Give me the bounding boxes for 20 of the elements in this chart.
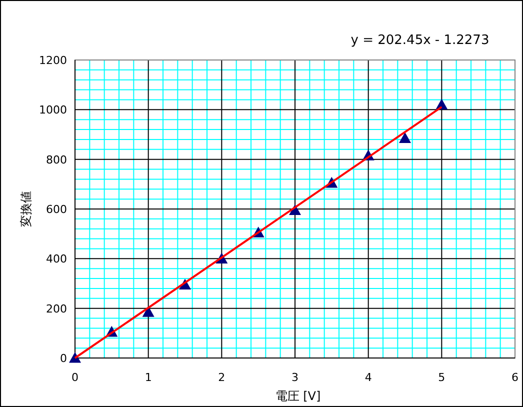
y-tick-label: 600 xyxy=(46,203,67,216)
x-tick-label: 3 xyxy=(292,371,298,384)
point xyxy=(142,306,154,317)
x-tick-label: 0 xyxy=(72,371,78,384)
y-tick-label: 200 xyxy=(46,302,67,316)
x-tick-label: 1 xyxy=(144,371,152,384)
y-tick-label: 800 xyxy=(46,153,67,166)
point xyxy=(69,352,81,363)
y-tick-label: 0 xyxy=(60,352,67,365)
x-tick-label: 4 xyxy=(364,371,372,384)
y-tick-label: 1200 xyxy=(39,54,67,67)
x-tick-label: 5 xyxy=(438,371,446,384)
x-tick-label: 6 xyxy=(512,371,518,384)
y-tick-label: 400 xyxy=(46,252,67,266)
point xyxy=(399,132,411,144)
x-axis-title: 電圧 [V] xyxy=(275,389,321,403)
y-tick-label: 1000 xyxy=(39,104,67,117)
text: y = 202.45x - 1.2273 xyxy=(350,33,490,48)
y-axis-title: 変換値 xyxy=(19,191,33,227)
x-tick-label: 2 xyxy=(218,371,226,384)
